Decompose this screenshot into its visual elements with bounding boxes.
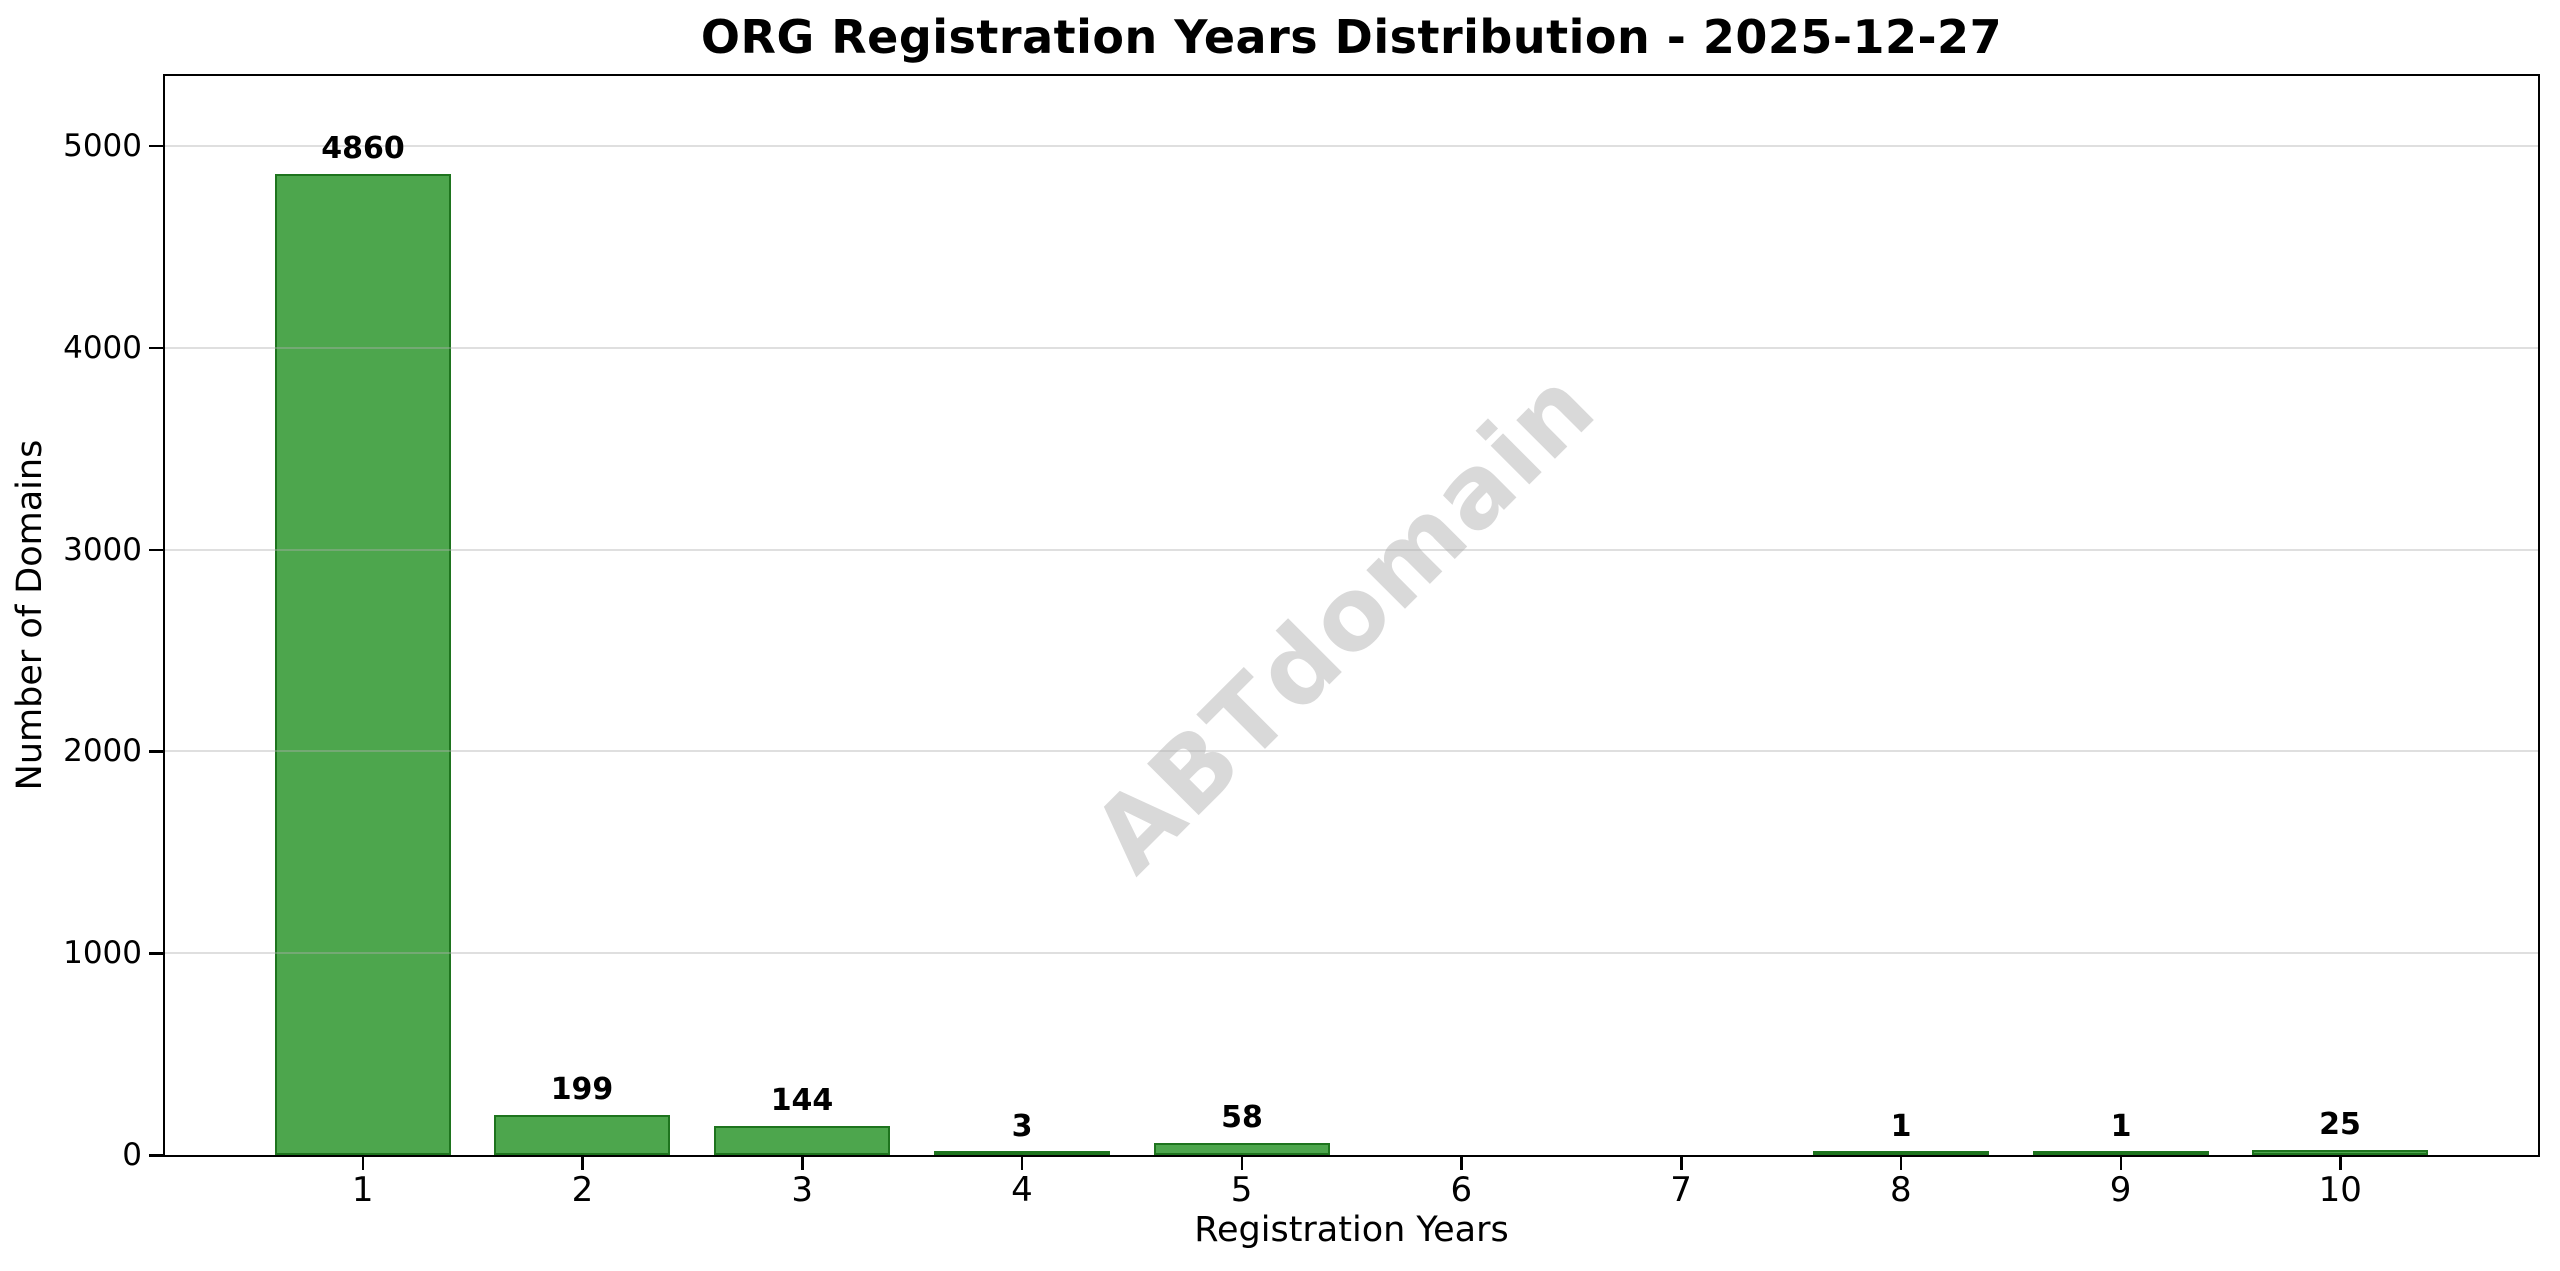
x-tick-mark-2 <box>581 1157 584 1170</box>
chart-title: ORG Registration Years Distribution - 20… <box>700 10 2003 64</box>
y-tick-mark-3000 <box>149 548 163 551</box>
x-tick-mark-1 <box>361 1157 365 1170</box>
bar-value-label-1: 4860 <box>321 131 405 166</box>
gridline-y-3000 <box>165 548 2538 551</box>
y-tick-mark-4000 <box>149 346 163 350</box>
bar-year-4 <box>934 1151 1110 1155</box>
x-tick-mark-7 <box>1680 1157 1683 1170</box>
plot-area: 4860 199 144 3 58 1 1 25 ABTdomain <box>163 74 2540 1157</box>
y-tick-mark-1000 <box>149 952 163 955</box>
gridline-y-2000 <box>165 750 2538 753</box>
x-tick-label-3: 3 <box>791 1170 813 1210</box>
bar-year-5 <box>1154 1143 1330 1155</box>
bar-value-label-9: 1 <box>2110 1109 2132 1144</box>
x-tick-mark-5 <box>1240 1157 1244 1170</box>
bar-value-label-4: 3 <box>1011 1109 1033 1144</box>
gridline-y-1000 <box>165 952 2538 955</box>
y-tick-mark-2000 <box>149 750 163 753</box>
gridline-y-4000 <box>165 346 2538 349</box>
bar-year-1 <box>275 174 451 1155</box>
bar-value-label-8: 1 <box>1890 1109 1912 1144</box>
x-tick-label-2: 2 <box>571 1170 594 1210</box>
y-tick-label-4000: 4000 <box>63 329 142 366</box>
bar-year-10 <box>2252 1150 2428 1155</box>
x-tick-mark-9 <box>2119 1157 2123 1170</box>
x-tick-mark-6 <box>1460 1157 1463 1170</box>
x-tick-mark-3 <box>801 1157 804 1170</box>
y-tick-mark-0 <box>149 1154 163 1157</box>
x-axis-title: Registration Years <box>1194 1210 1509 1250</box>
bar-value-label-10: 25 <box>2319 1107 2361 1142</box>
bar-year-2 <box>494 1115 670 1155</box>
x-tick-label-9: 9 <box>2109 1170 2132 1210</box>
x-tick-label-5: 5 <box>1230 1170 1253 1210</box>
gridline-y-5000 <box>165 144 2538 147</box>
bar-value-label-2: 199 <box>550 1072 614 1107</box>
x-tick-mark-8 <box>1899 1157 1903 1170</box>
bar-value-label-3: 144 <box>770 1083 834 1118</box>
x-tick-mark-4 <box>1020 1157 1024 1170</box>
x-tick-mark-10 <box>2339 1157 2342 1170</box>
x-tick-label-6: 6 <box>1450 1170 1473 1210</box>
bar-year-8 <box>1813 1151 1989 1155</box>
x-tick-label-1: 1 <box>351 1170 374 1210</box>
bar-value-label-5: 58 <box>1221 1100 1263 1135</box>
x-tick-label-7: 7 <box>1670 1170 1692 1210</box>
y-tick-mark-5000 <box>149 144 163 148</box>
y-tick-label-1000: 1000 <box>63 935 142 972</box>
bar-year-9 <box>2033 1151 2209 1155</box>
x-tick-label-4: 4 <box>1011 1170 1033 1210</box>
x-tick-label-8: 8 <box>1889 1170 1912 1210</box>
y-tick-label-0: 0 <box>122 1137 142 1173</box>
y-tick-label-3000: 3000 <box>63 531 142 568</box>
x-tick-label-10: 10 <box>2318 1170 2362 1210</box>
y-tick-label-2000: 2000 <box>63 733 142 770</box>
y-tick-label-5000: 5000 <box>63 127 142 164</box>
watermark-text: ABTdomain <box>1070 347 1618 895</box>
bar-year-3 <box>714 1126 890 1155</box>
